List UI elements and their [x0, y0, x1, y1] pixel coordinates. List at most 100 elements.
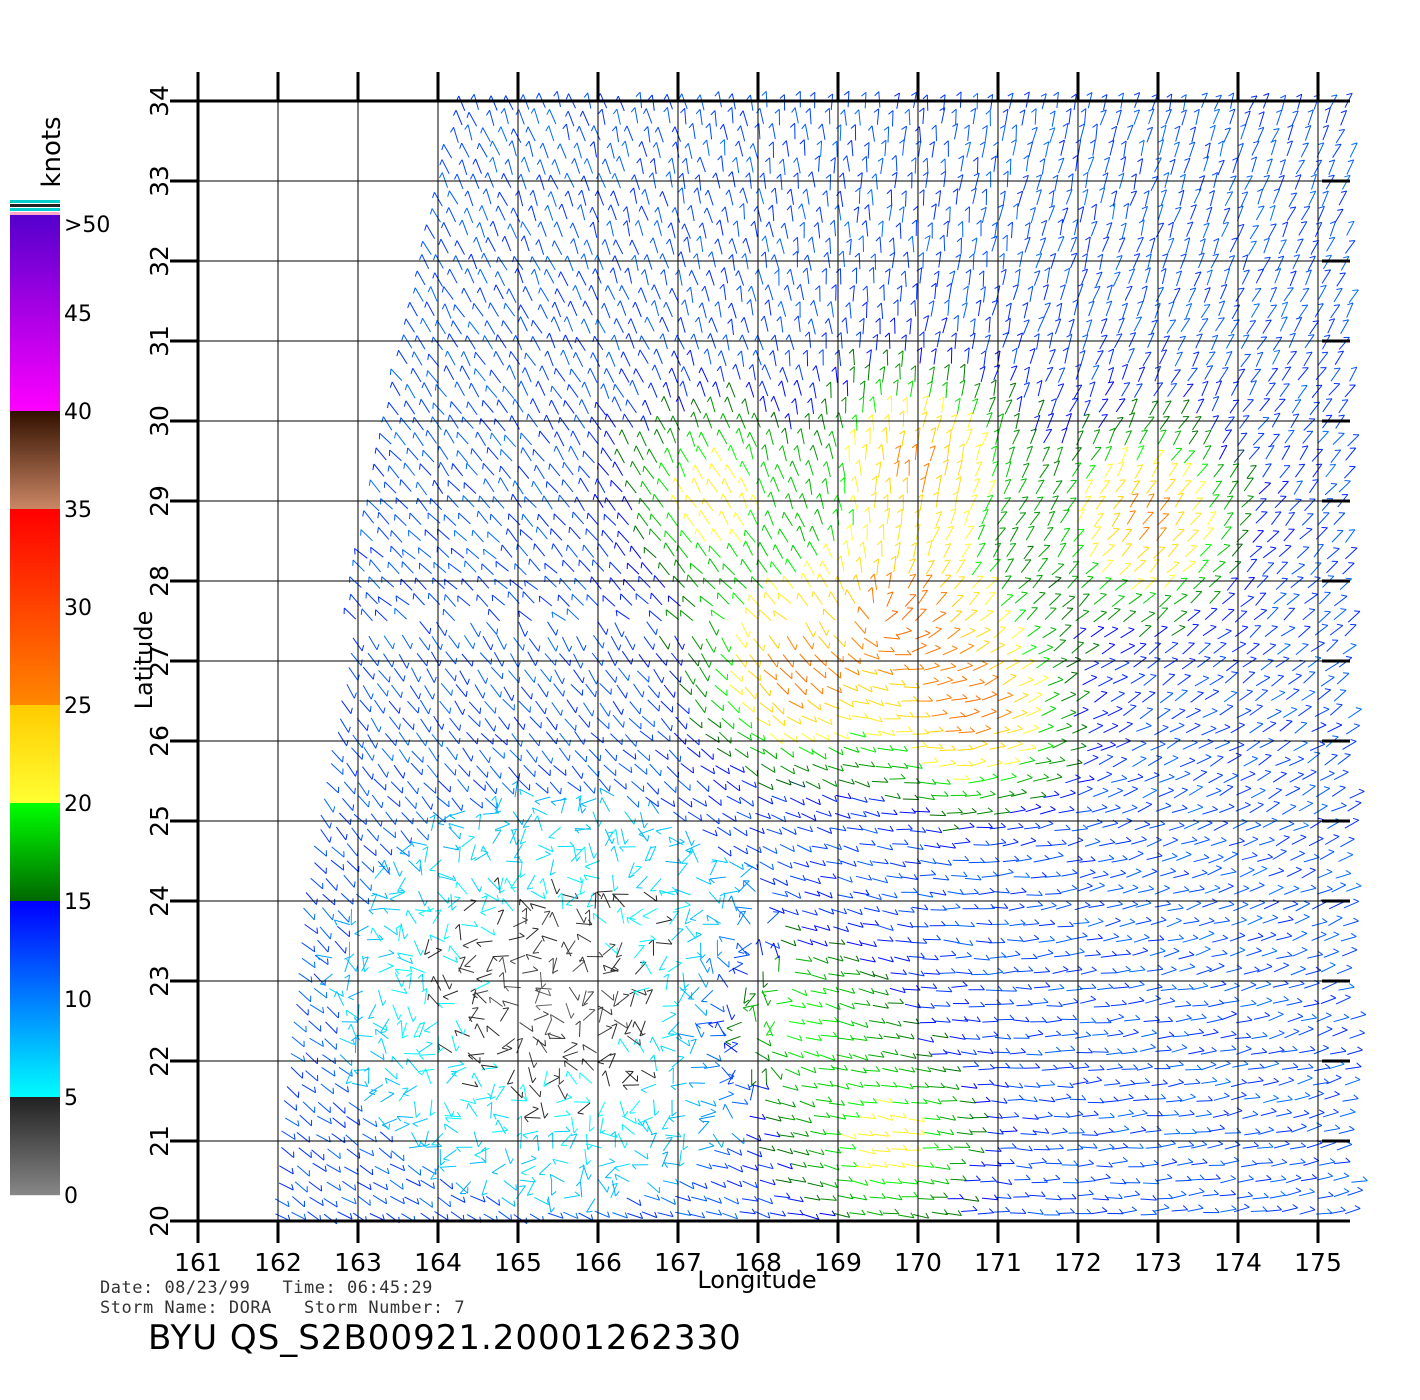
wind-vector-1424 [650, 878, 662, 892]
wind-vector-head-701 [731, 1041, 738, 1045]
wind-vector-2174 [1333, 690, 1347, 702]
wind-vector-1172 [846, 941, 863, 947]
wind-vector-head-2098 [1130, 704, 1137, 707]
wind-vector-head-1043 [885, 973, 889, 980]
wind-vector-1154 [541, 935, 558, 942]
wind-vector-732 [1236, 1048, 1252, 1055]
wind-vector-480 [414, 1101, 417, 1118]
wind-vector-head-43 [957, 1210, 962, 1216]
wind-vector-head-1889 [854, 761, 860, 768]
wind-vector-617 [451, 1066, 467, 1075]
wind-vector-head-1554 [644, 858, 651, 862]
wind-vector-2187 [537, 683, 548, 698]
wind-vector-2248 [508, 670, 520, 684]
wind-vector-1513 [1047, 855, 1064, 860]
wind-vector-head-1057 [1112, 968, 1118, 974]
wind-vector-1471 [377, 860, 390, 874]
wind-vector-head-192 [1167, 1173, 1173, 1179]
wind-vector-1293 [674, 904, 691, 910]
wind-vector-head-2072 [719, 721, 722, 728]
wind-vector-head-2397 [876, 640, 879, 647]
wind-vector-177 [933, 1180, 949, 1185]
wind-vector-head-1950 [811, 748, 814, 755]
wind-vector-head-1671 [438, 823, 445, 826]
wind-vector-1258 [1166, 920, 1182, 928]
wind-vector-head-1987 [375, 742, 379, 749]
wind-vector-head-1040 [840, 970, 845, 977]
wind-vector-2015 [833, 732, 849, 740]
wind-vector-head-1528 [1280, 849, 1287, 852]
wind-vector-head-445 [920, 1116, 925, 1122]
wind-vector-head-1716 [1182, 804, 1188, 809]
wind-vector-head-705 [800, 1052, 804, 1058]
wind-vector-head-2305 [406, 662, 410, 669]
wind-vector-649 [978, 1068, 995, 1071]
wind-vector-head-924 [1090, 995, 1097, 1000]
wind-vector-head-611 [345, 1081, 352, 1085]
wind-vector-head-414 [396, 1116, 402, 1122]
wind-vector-783 [982, 1035, 999, 1038]
wind-vector-head-298 [708, 1142, 715, 1147]
wind-vector-1538 [399, 842, 413, 854]
wind-vector-head-1540 [410, 841, 415, 848]
wind-vector-head-2217 [1010, 673, 1017, 677]
wind-vector-1878 [680, 763, 694, 774]
wind-vector-head-2154 [1007, 692, 1013, 696]
wind-vector-head-1777 [1117, 787, 1124, 792]
wind-vector-head-1115 [985, 954, 991, 961]
wind-vector-204 [279, 1165, 294, 1175]
wind-vector-head-842 [850, 1020, 855, 1027]
wind-vector-head-1635 [921, 827, 927, 833]
wind-vector-head-768 [714, 1022, 718, 1029]
wind-vector-head-784 [993, 1031, 999, 1036]
wind-vector-1214 [461, 924, 478, 927]
wind-vector-head-936 [1283, 996, 1289, 1001]
wind-vector-1170 [812, 940, 828, 947]
wind-vector-head-969 [743, 999, 750, 1004]
wind-vector-1989 [416, 732, 427, 747]
wind-vector-head-1133 [1271, 947, 1278, 952]
wind-vector-2209 [889, 683, 906, 686]
wind-vector-head-2353 [1171, 641, 1178, 644]
wind-vector-1796 [390, 781, 403, 794]
wind-vector-head-957 [535, 987, 540, 994]
wind-vector-head-1268 [1321, 918, 1328, 923]
wind-vector-head-891 [535, 1005, 541, 1011]
wind-vector-head-2406 [1018, 627, 1025, 630]
wind-vector-head-1621 [691, 840, 695, 846]
wind-vector-head-359 [614, 1131, 618, 1138]
wind-vector-head-1790 [1323, 786, 1330, 789]
wind-vector-485 [495, 1086, 506, 1101]
wind-vector-head-2302 [360, 659, 363, 666]
wind-vector-head-1546 [514, 856, 521, 859]
wind-vector-22 [627, 1212, 643, 1219]
wind-vector-985 [1015, 987, 1032, 990]
wind-vector-head-2114 [369, 706, 372, 713]
wind-vector-247 [969, 1164, 986, 1167]
wind-vector-head-225 [609, 1158, 615, 1163]
wind-vector-817 [455, 1020, 464, 1035]
wind-vector-1620 [685, 830, 693, 846]
wind-vector-head-1190 [1126, 934, 1133, 940]
wind-vector-head-112 [975, 1195, 980, 1202]
wind-vector-head-175 [897, 1178, 903, 1184]
wind-vector-head-1714 [1145, 801, 1152, 805]
wind-vector-head-795 [1168, 1031, 1175, 1036]
wind-vector-1225 [626, 916, 642, 926]
wind-vector-571 [801, 1085, 818, 1089]
wind-vector-510 [892, 1101, 909, 1105]
wind-vector-318 [1033, 1148, 1050, 1151]
wind-vector-head-982 [962, 981, 968, 987]
wind-vector-head-1016 [449, 983, 453, 990]
wind-vector-904 [776, 1000, 793, 1005]
wind-vector-1834 [1000, 776, 1017, 781]
wind-vector-1745 [599, 787, 615, 797]
wind-vector-1321 [1122, 904, 1138, 910]
wind-vector-head-1069 [1300, 965, 1306, 970]
wind-vector-head-794 [1151, 1029, 1158, 1034]
wind-vector-1217 [513, 919, 528, 928]
wind-vector-1589 [1228, 840, 1245, 846]
wind-vector-377 [908, 1132, 925, 1135]
wind-vector-head-1221 [549, 911, 553, 918]
wind-vector-1038 [810, 974, 827, 980]
